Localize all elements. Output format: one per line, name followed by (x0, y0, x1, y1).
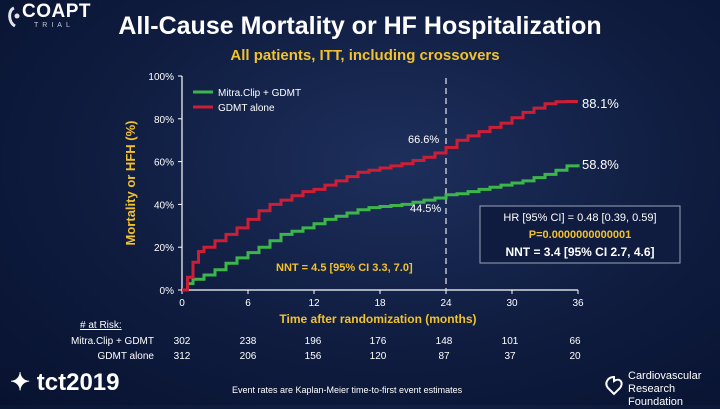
y-tick-label: 0% (160, 286, 175, 297)
crf-logo-icon (605, 375, 623, 396)
at-risk-value: 37 (504, 351, 516, 362)
x-tick-label: 12 (308, 298, 320, 309)
x-tick-label: 36 (572, 298, 584, 309)
y-axis-title: Mortality or HFH (%) (123, 121, 138, 246)
x-axis-title: Time after randomization (months) (279, 312, 476, 326)
label-24-mitraclip: 44.5% (410, 203, 441, 215)
y-tick-label: 80% (154, 115, 174, 126)
at-risk-value: 156 (304, 351, 322, 362)
tct-icon: ✦ (10, 369, 37, 396)
at-risk-label-gdmt: GDMT alone (97, 351, 154, 362)
y-tick-label: 100% (148, 72, 174, 83)
x-tick-label: 0 (179, 298, 185, 309)
x-tick-label: 24 (440, 298, 452, 309)
at-risk-value: 206 (239, 351, 257, 362)
slide-subtitle: All patients, ITT, including crossovers (230, 47, 500, 64)
at-risk-value: 120 (369, 351, 387, 362)
at-risk-value: 196 (304, 336, 322, 347)
at-risk-value: 302 (173, 336, 191, 347)
y-tick-label: 40% (154, 200, 174, 211)
coapt-logo-text: COAPT (22, 1, 91, 22)
end-label-gdmt: 88.1% (582, 96, 619, 111)
coapt-logo-subtext: TRIAL (34, 22, 74, 29)
y-tick-label: 20% (154, 243, 174, 254)
hr-box (479, 205, 681, 264)
legend-label-gdmt: GDMT alone (218, 103, 275, 114)
at-risk-label-mitraclip: Mitra.Clip + GDMT (70, 336, 154, 347)
footnote: Event rates are Kaplan-Meier time-to-fir… (232, 385, 463, 395)
at-risk-value: 238 (239, 336, 257, 347)
slide-title: All-Cause Mortality or HF Hospitalizatio… (118, 12, 602, 40)
series-line-mitraclip (182, 164, 580, 292)
at-risk-value: 101 (501, 336, 519, 347)
label-24-gdmt: 66.6% (408, 134, 439, 146)
p-value-text: P=0.0000000000001 (529, 229, 631, 241)
end-label-mitraclip: 58.8% (582, 157, 619, 172)
x-tick-label: 30 (506, 298, 518, 309)
tct-logo: ✦ tct2019 (10, 368, 120, 397)
at-risk-value: 87 (438, 351, 450, 362)
y-tick-label: 60% (154, 158, 174, 169)
at-risk-value: 20 (569, 351, 581, 362)
nnt-36-text: NNT = 3.4 [95% CI 2.7, 4.6] (505, 245, 654, 259)
hr-text: HR [95% CI] = 0.48 [0.39, 0.59] (503, 212, 656, 224)
tct-logo-text: tct2019 (36, 369, 120, 396)
at-risk-value: 148 (435, 336, 453, 347)
x-tick-label: 6 (245, 298, 251, 309)
crf-line1: Cardiovascular (628, 370, 702, 382)
at-risk-title: # at Risk: (80, 320, 122, 331)
series-line-gdmt (182, 100, 578, 292)
at-risk-value: 312 (173, 351, 191, 362)
crf-logo-text: Cardiovascular Research Foundation (628, 370, 720, 409)
crf-line2: Research Foundation (628, 383, 684, 408)
nnt-24-annotation: NNT = 4.5 [95% CI 3.3, 7.0] (276, 262, 413, 274)
legend-label-mitraclip: Mitra.Clip + GDMT (218, 88, 301, 99)
x-tick-label: 18 (374, 298, 386, 309)
at-risk-value: 176 (369, 336, 387, 347)
at-risk-value: 66 (569, 336, 581, 347)
coapt-logo (8, 6, 20, 28)
